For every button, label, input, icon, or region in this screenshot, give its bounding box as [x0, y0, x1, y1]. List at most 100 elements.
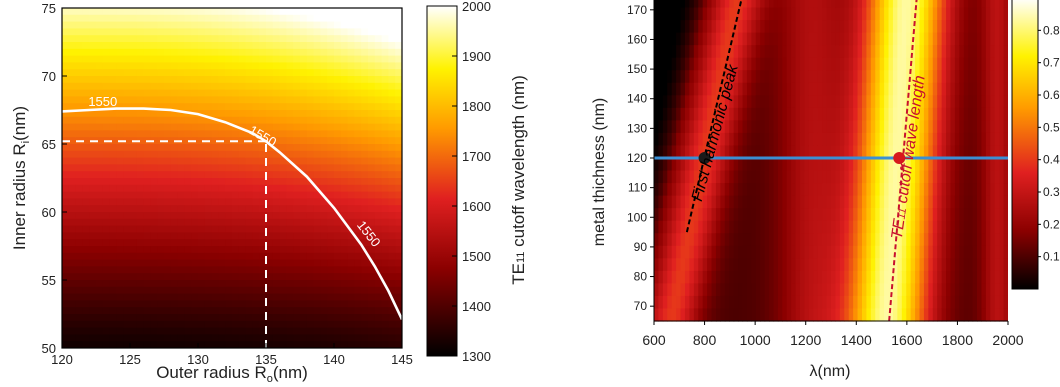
heatmap-cell — [954, 245, 960, 259]
heatmap-cell — [184, 198, 192, 206]
heatmap-cell — [959, 158, 965, 172]
heatmap-cell — [791, 57, 797, 71]
heatmap-cell — [866, 70, 872, 84]
heatmap-cell — [136, 76, 145, 84]
heatmap-cell — [906, 208, 912, 222]
heatmap-cell — [157, 273, 165, 281]
heatmap-cell — [822, 7, 828, 21]
heatmap-cell — [123, 314, 131, 322]
heatmap-cell — [853, 220, 859, 234]
heatmap-cell — [286, 293, 294, 301]
heatmap-cell — [204, 307, 213, 315]
y-tick-label: 90 — [634, 240, 648, 254]
heatmap-cell — [662, 7, 668, 21]
heatmap-cell — [932, 7, 938, 21]
heatmap-cell — [715, 120, 721, 134]
heatmap-cell — [374, 116, 383, 125]
heatmap-cell — [198, 184, 206, 193]
heatmap-cell — [286, 239, 294, 247]
heatmap-cell — [813, 132, 819, 147]
heatmap-cell — [861, 57, 867, 71]
heatmap-cell — [892, 195, 898, 209]
heatmap-cell — [130, 89, 138, 97]
heatmap-cell — [68, 164, 77, 172]
heatmap-cell — [857, 195, 863, 209]
colorbar-tick-label: 0.3 — [1043, 185, 1060, 199]
heatmap-cell — [720, 45, 726, 59]
heatmap-cell — [968, 20, 974, 34]
heatmap-cell — [361, 198, 369, 206]
heatmap-cell — [306, 232, 315, 240]
heatmap-cell — [959, 120, 965, 134]
heatmap-cell — [259, 205, 267, 213]
heatmap-cell — [279, 300, 287, 308]
heatmap-cell — [279, 273, 287, 281]
heatmap-cell — [954, 308, 960, 322]
heatmap-cell — [102, 14, 111, 23]
heatmap-cell — [906, 132, 912, 147]
heatmap-cell — [831, 32, 837, 46]
heatmap-cell — [150, 110, 158, 118]
heatmap-cell — [245, 327, 253, 335]
heatmap-cell — [320, 232, 328, 240]
heatmap-cell — [96, 327, 104, 335]
heatmap-cell — [388, 273, 396, 281]
heatmap-cell — [184, 341, 192, 348]
contour-label: 1550 — [88, 94, 117, 109]
heatmap-cell — [96, 116, 104, 125]
heatmap-cell — [733, 82, 739, 96]
heatmap-cell — [866, 0, 872, 9]
heatmap-cell — [804, 57, 810, 71]
heatmap-cell — [746, 283, 752, 297]
heatmap-cell — [861, 82, 867, 96]
heatmap-cell — [198, 171, 206, 179]
heatmap-cell — [879, 158, 885, 172]
heatmap-cell — [746, 70, 752, 84]
heatmap-cell — [164, 35, 172, 43]
heatmap-cell — [901, 7, 907, 21]
heatmap-cell — [923, 258, 929, 272]
heatmap-cell — [684, 7, 690, 21]
heatmap-cell — [684, 208, 690, 222]
heatmap-cell — [388, 218, 396, 227]
heatmap-cell — [320, 327, 328, 335]
heatmap-cell — [746, 95, 752, 109]
heatmap-cell — [130, 157, 138, 165]
heatmap-cell — [374, 14, 383, 23]
heatmap-cell — [62, 28, 70, 36]
heatmap-cell — [354, 314, 362, 322]
heatmap-cell — [374, 35, 383, 43]
heatmap-cell — [89, 76, 97, 84]
heatmap-cell — [340, 171, 349, 179]
heatmap-cell — [959, 107, 965, 121]
heatmap-cell — [994, 120, 1000, 134]
heatmap-cell — [62, 21, 70, 29]
heatmap-cell — [746, 220, 752, 234]
heatmap-cell — [985, 270, 991, 284]
heatmap-cell — [773, 183, 779, 197]
heatmap-cell — [306, 334, 315, 342]
heatmap-cell — [313, 327, 321, 335]
heatmap-cell — [198, 314, 206, 322]
heatmap-cell — [218, 150, 226, 159]
heatmap-cell — [755, 82, 761, 96]
heatmap-cell — [82, 42, 90, 50]
heatmap-cell — [831, 233, 837, 247]
heatmap-cell — [89, 205, 97, 213]
heatmap-cell — [340, 307, 349, 315]
heatmap-cell — [941, 82, 947, 96]
heatmap-cell — [293, 286, 301, 295]
heatmap-cell — [888, 170, 894, 184]
heatmap-cell — [184, 123, 192, 131]
heatmap-cell — [184, 8, 192, 16]
heatmap-cell — [136, 232, 145, 240]
heatmap-cell — [211, 69, 219, 77]
heatmap-cell — [693, 258, 699, 272]
heatmap-cell — [950, 107, 956, 121]
heatmap-cell — [985, 70, 991, 84]
heatmap-cell — [75, 320, 83, 329]
heatmap-cell — [130, 62, 138, 70]
heatmap-cell — [198, 157, 206, 165]
heatmap-cell — [218, 55, 226, 63]
heatmap-cell — [109, 76, 117, 84]
